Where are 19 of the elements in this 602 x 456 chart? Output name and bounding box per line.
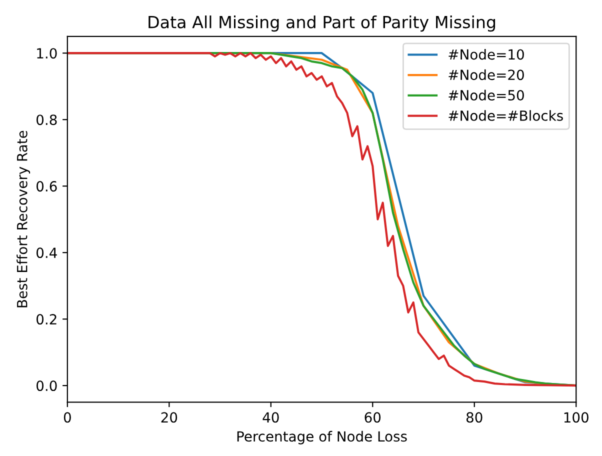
x-tick-label: 60 bbox=[364, 412, 381, 423]
y-tick-label: 0.8 bbox=[36, 114, 57, 126]
x-tick-label: 20 bbox=[161, 412, 178, 423]
legend-label: #Node=10 bbox=[448, 48, 524, 60]
x-tick-label: 40 bbox=[262, 412, 279, 423]
legend-label: #Node=#Blocks bbox=[448, 110, 563, 121]
x-tick-label: 80 bbox=[466, 412, 482, 423]
y-tick-label: 0.4 bbox=[36, 248, 57, 258]
y-tick-label: 0.0 bbox=[36, 380, 57, 392]
chart-title: Data All Missing and Part of Parity Missing bbox=[148, 15, 496, 32]
x-axis-title: Percentage of Node Loss bbox=[237, 430, 407, 444]
y-tick-label: 1.0 bbox=[37, 48, 57, 59]
y-axis-title: Best Effort Recovery Rate bbox=[16, 130, 30, 308]
legend-label: #Node=20 bbox=[448, 69, 524, 80]
legend-label: #Node=50 bbox=[448, 90, 524, 101]
x-tick-label: 100 bbox=[564, 412, 588, 423]
y-tick-label: 0.2 bbox=[36, 314, 56, 325]
x-tick-label: 0 bbox=[64, 412, 71, 423]
y-tick-label: 0.6 bbox=[36, 181, 57, 192]
